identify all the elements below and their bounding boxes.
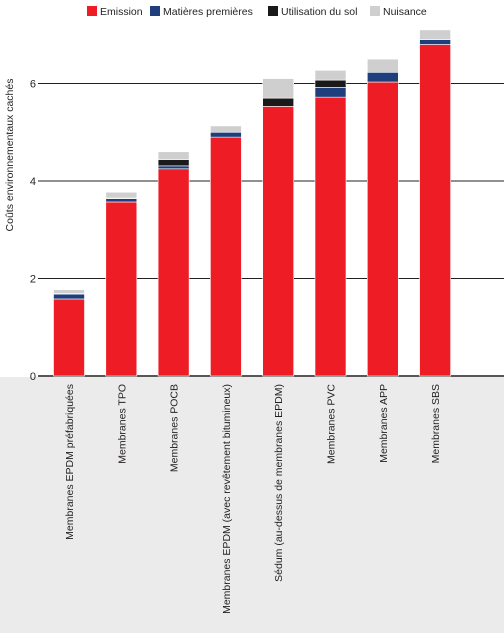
legend-swatch: [268, 6, 278, 16]
bar-segment: [262, 97, 295, 107]
legend-label: Nuisance: [383, 6, 427, 18]
bar-segment: [314, 70, 347, 81]
bar-segment: [419, 29, 451, 40]
legend-label: Matières premières: [163, 6, 253, 18]
bar-segment: [157, 168, 190, 377]
legend-label: Utilisation du sol: [281, 6, 357, 18]
bar-segment: [157, 159, 190, 167]
bar-segment: [105, 201, 138, 377]
y-tick-label: 6: [30, 79, 36, 91]
bar-segment: [419, 44, 451, 377]
legend-label: Emission: [100, 6, 143, 18]
x-tick-label: Membranes PVC: [326, 384, 338, 464]
y-tick-label: 4: [30, 176, 36, 188]
x-tick-label: Membranes TPO: [116, 384, 128, 464]
bar-segment: [366, 81, 399, 377]
bar-segment: [105, 198, 138, 203]
legend-swatch: [150, 6, 160, 16]
bar-segment: [314, 79, 347, 88]
bar-segment: [262, 78, 295, 99]
legend-swatch: [87, 6, 97, 16]
bar-segment: [157, 165, 190, 170]
legend: Emission Matières premières Utilisation du…: [87, 6, 427, 18]
bar-segment: [53, 293, 85, 300]
bar-segment: [314, 87, 347, 98]
x-axis-labels: Membranes EPDM préfabriquées Membranes TP…: [64, 384, 442, 614]
label-area-background: [0, 377, 504, 633]
x-tick-label: Membranes EPDM préfabriquées: [64, 384, 76, 540]
bars: [53, 29, 451, 377]
legend-swatch: [370, 6, 380, 16]
x-tick-label: Sédum (au-dessus de membranes EPDM): [273, 384, 285, 582]
y-tick-label: 0: [30, 371, 36, 383]
bar-segment: [210, 125, 242, 133]
bar-segment: [366, 58, 399, 73]
x-tick-label: Membranes APP: [378, 384, 390, 463]
y-tick-label: 2: [30, 274, 36, 286]
bar-segment: [366, 71, 399, 83]
bar-segment: [210, 136, 242, 377]
bar-segment: [262, 106, 295, 377]
bar-segment: [53, 289, 85, 294]
y-axis-ticks: 0 2 4 6: [30, 79, 36, 384]
bar-segment: [105, 191, 138, 199]
x-tick-label: Membranes EPDM (avec revêtement bitumine…: [221, 384, 233, 614]
bar-segment: [419, 39, 451, 45]
x-tick-label: Membranes POCB: [169, 384, 181, 472]
x-tick-label: Membranes SBS: [430, 384, 442, 463]
bar-segment: [314, 96, 347, 377]
bar-segment: [157, 151, 190, 160]
bar-segment: [210, 131, 242, 138]
y-axis-label: Coûts environnementaux cachés: [4, 79, 16, 232]
bar-segment: [53, 298, 85, 377]
